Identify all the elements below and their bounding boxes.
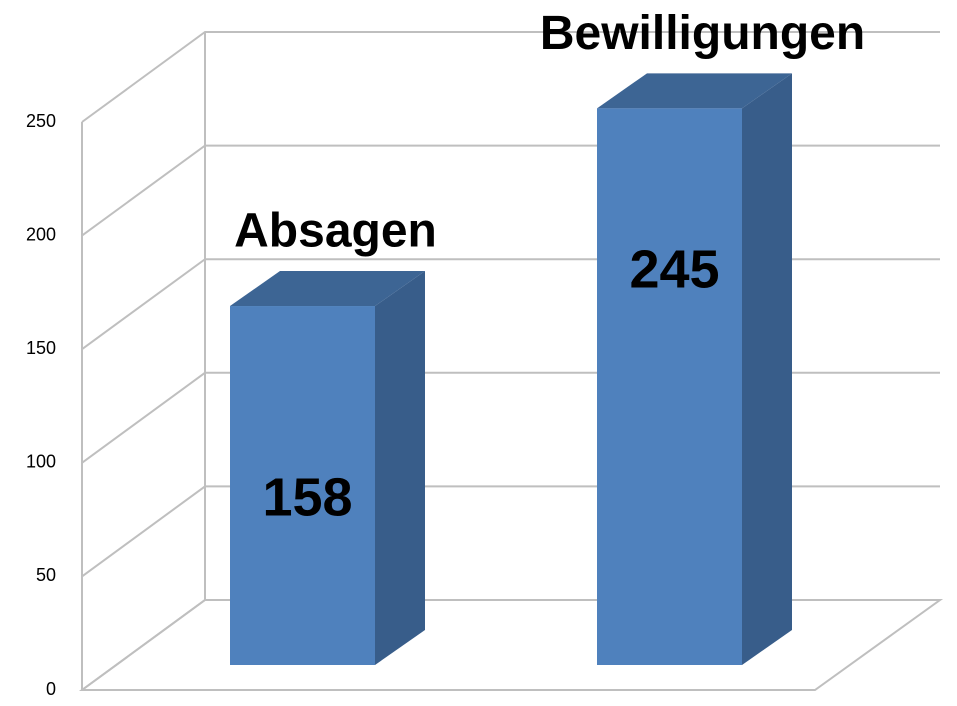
category-label: Bewilligungen	[540, 7, 865, 60]
grid-line	[81, 371, 940, 464]
bar	[230, 306, 375, 665]
grid-line	[81, 485, 940, 578]
y-tick-label: 50	[36, 565, 56, 585]
bar-side	[375, 271, 425, 665]
y-tick-label: 200	[26, 224, 56, 244]
y-tick-label: 150	[26, 338, 56, 358]
y-tick-label: 0	[46, 679, 56, 699]
y-tick-label: 100	[26, 452, 56, 472]
category-label: Absagen	[234, 205, 437, 258]
bar-top	[597, 73, 792, 109]
y-tick-label: 250	[26, 111, 56, 131]
grid-line	[81, 258, 940, 351]
value-label: 245	[629, 240, 719, 300]
grid-line	[81, 599, 940, 691]
bar-top	[230, 271, 425, 307]
bar	[597, 108, 742, 666]
value-label: 158	[262, 467, 352, 527]
grid-line	[81, 31, 940, 123]
floor	[78, 599, 944, 691]
grid-line	[81, 144, 940, 237]
bar-side	[742, 73, 792, 666]
